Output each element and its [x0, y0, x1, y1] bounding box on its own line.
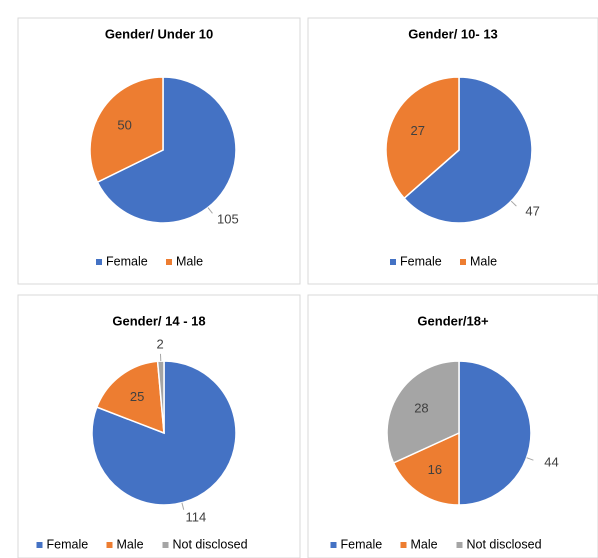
data-label: 44	[544, 455, 558, 470]
legend-swatch	[166, 259, 172, 265]
data-label: 47	[525, 204, 539, 219]
legend-swatch	[330, 542, 337, 548]
pie-slice	[156, 360, 165, 434]
pie-slice	[392, 431, 460, 506]
legend-label: Not disclosed	[173, 537, 248, 551]
pie-slice	[96, 76, 237, 224]
legend-swatch	[36, 542, 43, 548]
legend-label: Male	[411, 537, 438, 551]
legend-label: Not disclosed	[467, 537, 542, 551]
pie-slice	[95, 360, 165, 435]
pie-panel: Gender/ 10- 13 47 27 Female Male	[307, 17, 598, 285]
leader-line	[181, 502, 185, 510]
leader-line	[510, 200, 517, 207]
chart-title: Gender/ 10- 13	[408, 26, 498, 41]
chart-title: Gender/18+	[417, 313, 489, 328]
data-label: 27	[411, 123, 425, 138]
data-label: 50	[117, 117, 131, 132]
pie-panel: Gender/ 14 - 18 114 25 2 Female Male Not discl…	[17, 294, 301, 558]
panel-border	[307, 17, 598, 285]
leader-line	[526, 457, 534, 461]
chart-title: Gender/ 14 - 18	[112, 313, 205, 328]
data-label: 25	[130, 389, 144, 404]
legend-swatch	[400, 542, 407, 548]
data-label: 105	[217, 212, 239, 227]
pie-slice	[403, 76, 533, 224]
data-label: 16	[428, 462, 442, 477]
data-label: 28	[414, 400, 428, 415]
legend-swatch	[106, 542, 113, 548]
legend-label: Male	[176, 254, 203, 268]
legend-swatch	[390, 259, 396, 265]
pie-panel: Gender/18+ 44 16 28 Female Male Not disclosed	[307, 294, 598, 558]
pie-panel: Gender/ Under 10 105 50 Female Male	[17, 17, 301, 285]
legend-label: Male	[117, 537, 144, 551]
legend-swatch	[460, 259, 466, 265]
legend-label: Female	[106, 254, 148, 268]
legend-label: Female	[400, 254, 442, 268]
chart-title: Gender/ Under 10	[105, 26, 213, 41]
pie-slice	[458, 360, 532, 506]
legend-label: Male	[470, 254, 497, 268]
pie-slice	[89, 76, 164, 184]
panel-border	[17, 17, 301, 285]
legend-label: Female	[47, 537, 89, 551]
legend-swatch	[96, 259, 102, 265]
legend-swatch	[162, 542, 169, 548]
pie-slice	[385, 76, 460, 200]
legend-label: Female	[341, 537, 383, 551]
panel-border	[17, 294, 301, 558]
legend-swatch	[456, 542, 463, 548]
leader-line	[207, 207, 213, 214]
pie-slice	[386, 360, 460, 464]
panel-border	[307, 294, 598, 558]
data-label: 114	[185, 510, 206, 525]
data-label: 2	[156, 337, 163, 352]
